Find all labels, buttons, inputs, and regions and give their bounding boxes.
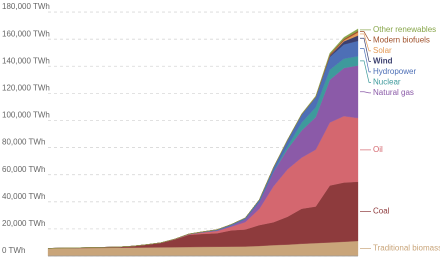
y-tick-label: 100,000 TWh — [2, 111, 50, 120]
y-tick-label: 160,000 TWh — [2, 29, 50, 38]
legend-label: Oil — [373, 145, 383, 154]
leader-line — [360, 33, 371, 52]
legend-label: Wind — [373, 56, 393, 65]
y-tick-label: 60,000 TWh — [2, 165, 45, 174]
legend-label: Modern biofuels — [373, 35, 430, 44]
leader-line — [360, 91, 371, 94]
y-tick-label: 140,000 TWh — [2, 56, 50, 65]
leader-line — [360, 37, 371, 62]
legend-label: Nuclear — [373, 77, 401, 86]
y-tick-label: 40,000 TWh — [2, 192, 45, 201]
y-tick-label: 20,000 TWh — [2, 219, 45, 228]
leader-line — [360, 31, 371, 41]
y-tick-label: 180,000 TWh — [2, 2, 50, 11]
leader-line — [360, 60, 371, 83]
legend-label: Solar — [373, 46, 392, 55]
legend-label: Hydropower — [373, 67, 416, 76]
y-tick-label: 80,000 TWh — [2, 138, 45, 147]
legend-label: Traditional biomass — [373, 244, 440, 253]
legend-label: Natural gas — [373, 88, 414, 97]
y-tick-label: 0 TWh — [2, 246, 25, 255]
y-tick-label: 120,000 TWh — [2, 83, 50, 92]
area — [47, 28, 359, 249]
legend-label: Other renewables — [373, 25, 436, 34]
legend-label: Coal — [373, 206, 390, 215]
leader-line — [360, 48, 371, 73]
